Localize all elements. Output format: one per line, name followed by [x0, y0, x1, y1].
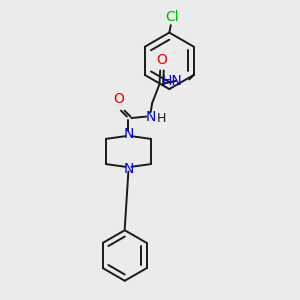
- Text: H: H: [157, 112, 166, 124]
- Text: N: N: [123, 128, 134, 141]
- Text: O: O: [113, 92, 124, 106]
- Text: Cl: Cl: [166, 10, 179, 24]
- Text: HN: HN: [161, 74, 182, 88]
- Text: N: N: [146, 110, 156, 124]
- Text: N: N: [123, 162, 134, 176]
- Text: O: O: [157, 52, 167, 67]
